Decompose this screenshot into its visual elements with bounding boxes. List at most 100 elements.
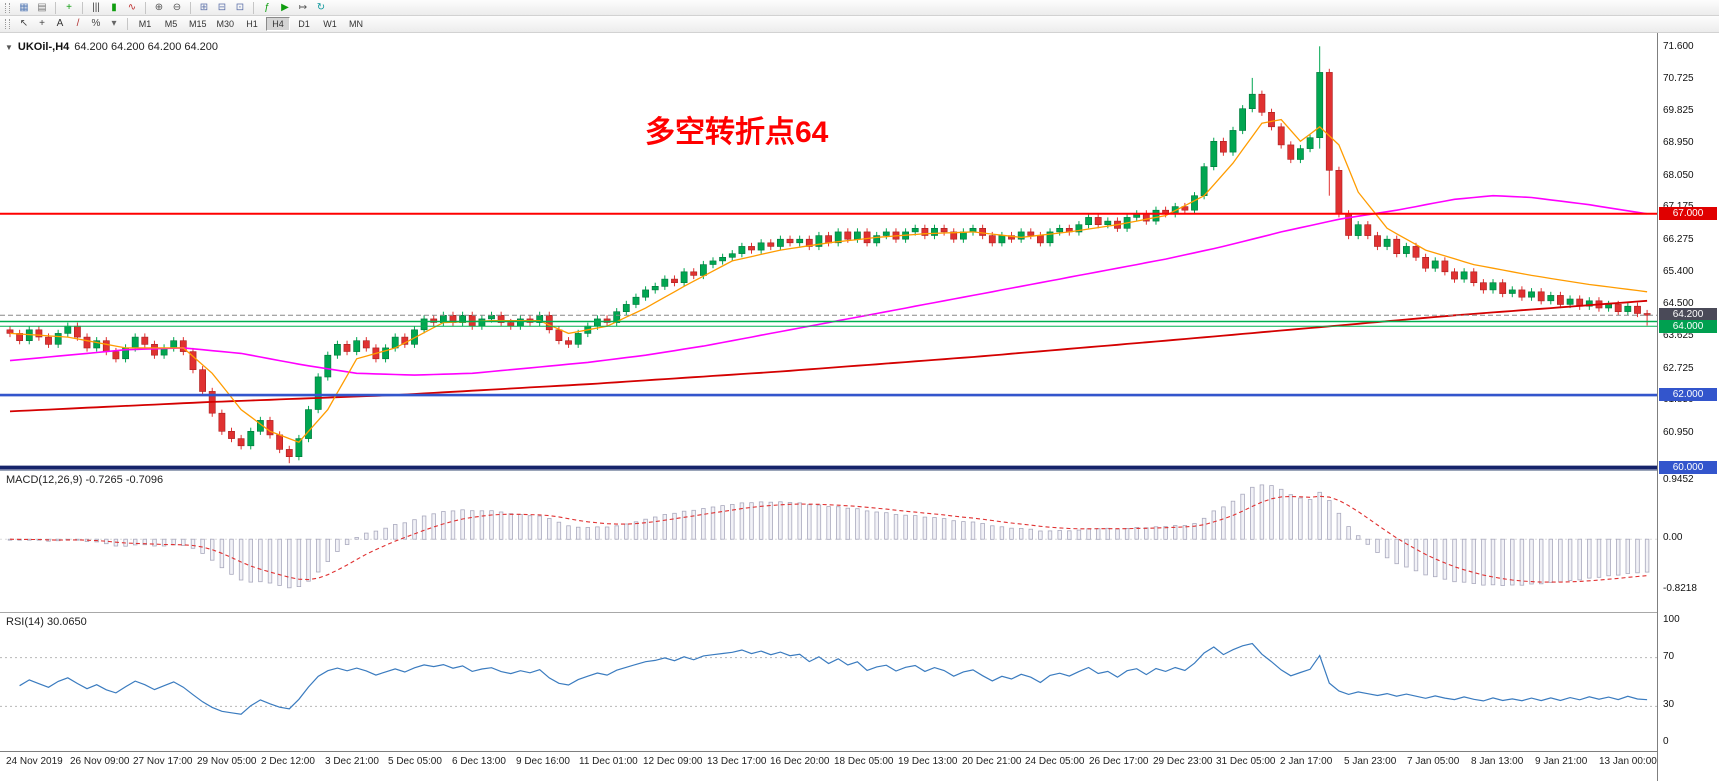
timeframe-m15-button[interactable]: M15 <box>189 19 207 29</box>
tile-horizontal-button[interactable]: ⊟ <box>213 1 231 15</box>
crosshair-tool-button[interactable]: + <box>33 17 51 31</box>
rsi-axis-label: 100 <box>1663 614 1680 625</box>
line-studies-buttons: ↖ + A /% ▾ <box>15 17 123 31</box>
bars-mode-button[interactable]: ||| <box>87 1 105 15</box>
time-axis-label: 27 Nov 17:00 <box>133 756 193 767</box>
time-axis-label: 9 Dec 16:00 <box>516 756 570 767</box>
price-axis-label: 64.500 <box>1663 298 1694 309</box>
tile-horizontal-icon: ⊟ <box>217 1 227 13</box>
toolbar-separator <box>82 1 83 14</box>
toolbar-drag-handle[interactable] <box>5 19 10 29</box>
line-mode-icon: ∿ <box>127 1 137 13</box>
time-axis-label: 31 Dec 05:00 <box>1216 756 1276 767</box>
timeframe-m1-button[interactable]: M1 <box>138 19 152 29</box>
chart-shift-button[interactable]: ↦ <box>294 1 312 15</box>
time-axis-label: 6 Dec 13:00 <box>452 756 506 767</box>
shapes-dropdown-icon: ▾ <box>111 18 117 29</box>
indicators-list-button[interactable]: ƒ <box>258 1 276 15</box>
macd-plot <box>0 484 1657 589</box>
timeframe-mn-button[interactable]: MN <box>349 19 364 29</box>
rsi-plot <box>0 642 1657 715</box>
macd-axis-label: 0.9452 <box>1663 474 1694 485</box>
price-badge: 62.000 <box>1659 388 1717 401</box>
fibonacci-tool-icon: % <box>91 18 101 29</box>
macd-label: MACD(12,26,9) -0.7265 -0.7096 <box>6 474 164 486</box>
ohlc-values: 64.200 64.200 64.200 64.200 <box>74 41 219 53</box>
toolbar-separator <box>253 1 254 14</box>
cursor-tool-icon: ↖ <box>19 18 29 29</box>
price-axis-label: 60.950 <box>1663 427 1694 438</box>
price-panel[interactable]: ▼ UKOil-,H4 64.200 64.200 64.200 64.200 … <box>0 33 1657 470</box>
timeframe-m5-button[interactable]: M5 <box>164 19 178 29</box>
candlestick-plot[interactable] <box>0 33 1657 470</box>
candles-mode-button[interactable]: ▮ <box>105 1 123 15</box>
trendline-tool-button[interactable]: / <box>69 17 87 31</box>
tile-windows-button[interactable]: ⊞ <box>195 1 213 15</box>
time-axis-label: 16 Dec 20:00 <box>770 756 830 767</box>
toolbar-drag-handle[interactable] <box>5 2 10 13</box>
price-badge: 64.000 <box>1659 320 1717 333</box>
price-axis-label: 63.625 <box>1663 330 1694 341</box>
profiles-button[interactable]: ▤ <box>33 1 51 15</box>
shapes-dropdown-button[interactable]: ▾ <box>105 17 123 31</box>
timeframe-h4-button[interactable]: H4 <box>266 17 291 31</box>
timeframes-toolbar: ↖ + A /% ▾ M1 M5 M15 M30 H1 H4 D1 W1 MN <box>0 16 1719 33</box>
timeframe-w1-button[interactable]: W1 <box>323 19 337 29</box>
rsi-label: RSI(14) 30.0650 <box>6 616 87 628</box>
timeframe-h1-button[interactable]: H1 <box>246 19 258 29</box>
standard-toolbar-buttons: ▦ ▤ + ||| ▮ ∿ ⊕ ⊖ ⊞ ⊟ ⊡ ƒ ▶ ↦ ↻ <box>15 1 330 15</box>
macd-axis-label: 0.00 <box>1663 532 1683 543</box>
time-axis-label: 2 Jan 17:00 <box>1280 756 1333 767</box>
time-axis-label: 9 Jan 21:00 <box>1535 756 1588 767</box>
time-axis-label: 8 Jan 13:00 <box>1471 756 1524 767</box>
zoom-out-icon: ⊖ <box>172 1 182 13</box>
price-badge: 64.200 <box>1659 308 1717 321</box>
new-order-icon: + <box>66 1 72 13</box>
price-badge: 67.000 <box>1659 207 1717 220</box>
time-axis-label: 12 Dec 09:00 <box>643 756 703 767</box>
zoom-in-button[interactable]: ⊕ <box>150 1 168 15</box>
refresh-button[interactable]: ↻ <box>312 1 330 15</box>
crosshair-tool-icon: + <box>39 18 45 29</box>
rsi-panel[interactable]: RSI(14) 30.0650 <box>0 612 1657 751</box>
text-label-tool-button[interactable]: A <box>51 17 69 31</box>
time-axis-label: 29 Dec 23:00 <box>1153 756 1213 767</box>
time-axis-label: 20 Dec 21:00 <box>962 756 1022 767</box>
indicators-list-icon: ƒ <box>264 1 270 13</box>
zoom-out-button[interactable]: ⊖ <box>168 1 186 15</box>
time-axis-label: 26 Nov 09:00 <box>70 756 130 767</box>
candles-mode-icon: ▮ <box>111 1 117 13</box>
charts-grid-button[interactable]: ▦ <box>15 1 33 15</box>
symbol-dropdown-arrow[interactable]: ▼ <box>5 42 13 52</box>
new-order-button[interactable]: + <box>60 1 78 15</box>
line-mode-button[interactable]: ∿ <box>123 1 141 15</box>
fibonacci-tool-button[interactable]: % <box>87 17 105 31</box>
time-axis: 24 Nov 2019 26 Nov 09:00 27 Nov 17:00 29 No… <box>0 751 1657 781</box>
time-axis-label: 5 Jan 23:00 <box>1344 756 1397 767</box>
trendline-tool-icon: / <box>76 18 80 29</box>
cascade-windows-button[interactable]: ⊡ <box>231 1 249 15</box>
price-axis-label: 69.825 <box>1663 105 1694 116</box>
profiles-icon: ▤ <box>37 1 47 13</box>
time-axis-label: 24 Dec 05:00 <box>1025 756 1085 767</box>
toolbar-separator <box>55 1 56 14</box>
charts-grid-icon: ▦ <box>19 1 29 13</box>
toolbar-separator <box>190 1 191 14</box>
timeframe-m30-button[interactable]: M30 <box>216 19 235 29</box>
symbol-timeframe-label: UKOil-,H4 <box>17 41 70 53</box>
timeframe-d1-button[interactable]: D1 <box>298 19 310 29</box>
price-axis-label: 68.950 <box>1663 137 1694 148</box>
price-axis-label: 67.175 <box>1663 201 1694 212</box>
time-axis-label: 11 Dec 01:00 <box>579 756 638 767</box>
price-badge: 60.000 <box>1659 461 1717 474</box>
cursor-tool-button[interactable]: ↖ <box>15 17 33 31</box>
time-axis-label: 19 Dec 13:00 <box>898 756 958 767</box>
auto-scroll-button[interactable]: ▶ <box>276 1 294 15</box>
time-axis-label: 3 Dec 21:00 <box>325 756 379 767</box>
price-axis-label: 62.725 <box>1663 363 1694 374</box>
time-axis-label: 13 Dec 17:00 <box>707 756 767 767</box>
auto-scroll-icon: ▶ <box>281 1 289 13</box>
time-axis-label: 18 Dec 05:00 <box>834 756 894 767</box>
macd-panel[interactable]: MACD(12,26,9) -0.7265 -0.7096 <box>0 470 1657 612</box>
price-axis-label: 71.600 <box>1663 41 1694 52</box>
